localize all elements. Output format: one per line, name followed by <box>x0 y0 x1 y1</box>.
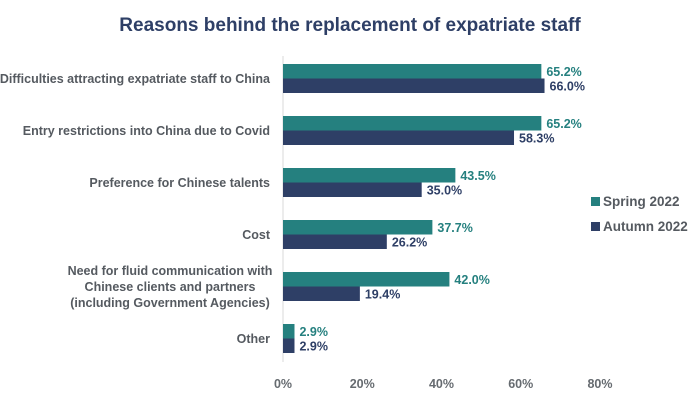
bar-autumn-3 <box>283 234 387 249</box>
legend-label: Spring 2022 <box>603 194 680 209</box>
bar-spring-4 <box>283 272 450 287</box>
data-label: 42.0% <box>454 273 489 287</box>
data-label: 26.2% <box>392 236 427 250</box>
data-label: 2.9% <box>299 340 328 354</box>
bar-autumn-4 <box>283 286 360 301</box>
x-tick-label: 20% <box>350 377 375 391</box>
bars-group: 65.2%66.0%65.2%58.3%43.5%35.0%37.7%26.2%… <box>283 64 585 354</box>
x-tick-label: 80% <box>587 377 612 391</box>
legend-label: Autumn 2022 <box>603 219 688 234</box>
data-label: 43.5% <box>460 169 495 183</box>
chart-title: Reasons behind the replacement of expatr… <box>119 15 581 36</box>
legend-swatch <box>591 222 600 231</box>
category-label: Difficulties attracting expatriate staff… <box>0 72 271 86</box>
category-label: (including Government Agencies) <box>70 296 270 310</box>
bar-spring-3 <box>283 220 433 235</box>
bar-spring-5 <box>283 324 295 339</box>
bar-spring-0 <box>283 64 542 79</box>
x-tick-label: 0% <box>274 377 292 391</box>
bar-autumn-5 <box>283 338 295 353</box>
category-labels: Difficulties attracting expatriate staff… <box>0 72 272 346</box>
bar-spring-1 <box>283 116 542 131</box>
category-label: Need for fluid communication with <box>68 264 273 278</box>
x-tick-label: 40% <box>429 377 454 391</box>
data-label: 2.9% <box>299 325 328 339</box>
x-axis-ticks: 0% 20% 40% 60% 80% <box>274 377 613 391</box>
bar-autumn-1 <box>283 130 515 145</box>
data-label: 37.7% <box>437 221 472 235</box>
bar-autumn-2 <box>283 182 422 197</box>
category-label: Other <box>237 332 270 346</box>
legend-swatch <box>591 197 600 206</box>
bar-spring-2 <box>283 168 456 183</box>
data-label: 35.0% <box>427 184 462 198</box>
legend: Spring 2022 Autumn 2022 <box>591 194 688 234</box>
data-label: 66.0% <box>550 80 585 94</box>
bar-autumn-0 <box>283 78 545 93</box>
category-label: Entry restrictions into China due to Cov… <box>23 124 270 138</box>
data-label: 19.4% <box>365 288 400 302</box>
category-label: Preference for Chinese talents <box>89 176 270 190</box>
data-label: 65.2% <box>546 117 581 131</box>
data-label: 65.2% <box>546 65 581 79</box>
category-label: Cost <box>242 228 271 242</box>
x-tick-label: 60% <box>508 377 533 391</box>
data-label: 58.3% <box>519 132 554 146</box>
category-label: Chinese clients and partners <box>85 280 256 294</box>
